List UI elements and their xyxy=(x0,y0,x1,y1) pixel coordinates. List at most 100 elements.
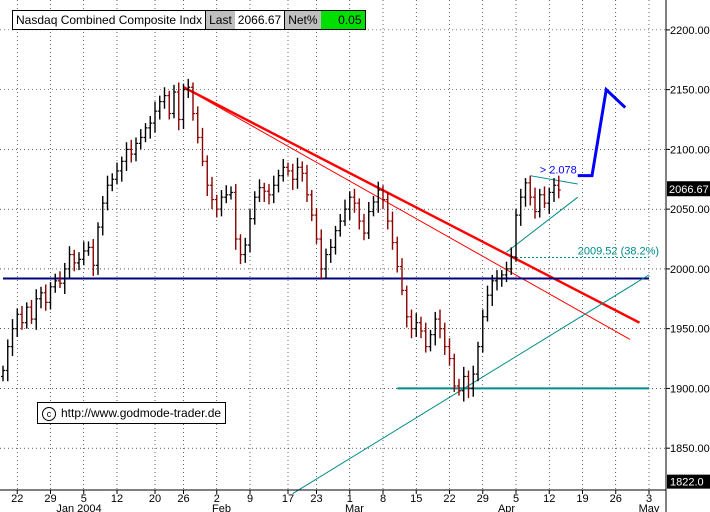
copyright-icon: c xyxy=(42,406,56,421)
price-bar xyxy=(523,178,528,207)
price-bar xyxy=(314,207,319,244)
price-bar xyxy=(138,129,143,150)
projection-path xyxy=(577,86,627,178)
price-bar xyxy=(29,299,34,324)
price-bar xyxy=(509,247,514,275)
price-bar xyxy=(238,234,243,265)
wedge-lower-line xyxy=(506,196,579,253)
price-bar xyxy=(328,239,333,263)
last-price-marker xyxy=(667,181,710,197)
price-bar xyxy=(552,178,556,202)
price-bar xyxy=(295,157,300,189)
price-bar xyxy=(447,338,452,366)
price-bar xyxy=(243,237,248,263)
price-bar xyxy=(381,185,385,210)
x-tick-label: 17 xyxy=(282,493,294,505)
price-bar xyxy=(86,241,91,256)
price-bar xyxy=(495,270,499,291)
chart-annotations: > 2.078 2009.52 (38.2%) 2066.67 1822.0 xyxy=(540,164,710,489)
price-bar xyxy=(442,322,447,355)
bottom-price-label: 1822.0 xyxy=(670,477,704,489)
price-bar xyxy=(404,285,409,328)
target-annotation: > 2.078 xyxy=(540,164,577,176)
price-bar xyxy=(343,199,347,226)
retracement-annotation: 2009.52 (38.2%) xyxy=(578,246,659,258)
price-bar xyxy=(300,161,305,182)
x-tick-label: 22 xyxy=(443,493,455,505)
price-bar xyxy=(67,246,72,279)
price-bar xyxy=(91,239,96,277)
y-tick-label: 2200.00 xyxy=(670,25,710,37)
price-bar xyxy=(39,286,43,309)
price-bar xyxy=(357,198,362,230)
x-tick-label: 26 xyxy=(177,493,189,505)
price-bar xyxy=(480,309,485,353)
price-bar xyxy=(423,322,428,353)
price-bar xyxy=(414,313,419,338)
price-bar xyxy=(324,248,328,279)
price-bar xyxy=(390,211,395,250)
price-bar xyxy=(229,186,233,200)
price-bar xyxy=(48,282,53,310)
price-bar xyxy=(53,273,58,293)
price-bar xyxy=(10,319,15,357)
price-bar xyxy=(157,95,162,120)
price-bar xyxy=(1,365,5,382)
price-bar xyxy=(224,185,229,204)
price-bar xyxy=(181,83,186,130)
price-bar xyxy=(537,188,542,218)
y-tick-label: 2000.00 xyxy=(670,264,710,276)
last-price-label: 2066.67 xyxy=(669,184,709,196)
price-bar xyxy=(134,137,138,162)
x-tick-label: 15 xyxy=(410,493,422,505)
price-bar xyxy=(433,311,438,346)
price-bar xyxy=(62,262,67,294)
price-bar xyxy=(15,308,20,338)
price-bar xyxy=(153,101,157,133)
month-label: Feb xyxy=(212,503,231,512)
price-bar xyxy=(476,341,480,382)
price-bar xyxy=(262,182,267,202)
last-value: 2066.67 xyxy=(234,11,285,29)
price-bar xyxy=(34,289,39,330)
projection-arrow xyxy=(577,86,627,178)
y-tick-label: 1950.00 xyxy=(670,324,710,336)
price-bar xyxy=(362,213,366,241)
price-bar xyxy=(276,169,281,193)
price-bar xyxy=(195,106,200,144)
x-tick-label: 26 xyxy=(610,493,622,505)
month-label: Apr xyxy=(498,503,515,512)
net-percent-value: 0.05 xyxy=(320,11,365,29)
price-bar xyxy=(252,191,257,225)
price-bar xyxy=(533,187,537,219)
price-bar xyxy=(419,316,423,339)
bottom-price-marker xyxy=(667,474,710,489)
price-bar xyxy=(499,270,504,287)
price-bar xyxy=(305,164,309,202)
price-bar xyxy=(257,179,262,202)
price-bar xyxy=(200,127,205,167)
price-bar xyxy=(172,84,176,119)
price-bar xyxy=(428,329,433,352)
price-bar xyxy=(233,184,238,250)
price-bar xyxy=(5,339,10,382)
price-bar xyxy=(461,366,466,402)
price-bar xyxy=(281,158,286,182)
y-tick-label: 1900.00 xyxy=(670,383,710,395)
x-tick-label: 19 xyxy=(576,493,588,505)
price-bar xyxy=(352,188,357,213)
y-tick-label: 2150.00 xyxy=(670,85,710,97)
price-bar xyxy=(347,191,352,220)
symbol-info-bar: Nasdaq Combined Composite Indx Last 2066… xyxy=(12,10,366,30)
symbol-title: Nasdaq Combined Composite Indx xyxy=(13,11,206,29)
price-bar xyxy=(471,365,476,397)
price-bar xyxy=(457,378,461,396)
price-bar xyxy=(58,271,62,289)
price-bar xyxy=(162,87,167,109)
price-bar xyxy=(286,162,290,176)
x-tick-label: 2 xyxy=(214,493,220,505)
x-tick-label: 23 xyxy=(310,493,322,505)
x-tick-label: 29 xyxy=(477,493,489,505)
price-bar xyxy=(542,186,547,208)
